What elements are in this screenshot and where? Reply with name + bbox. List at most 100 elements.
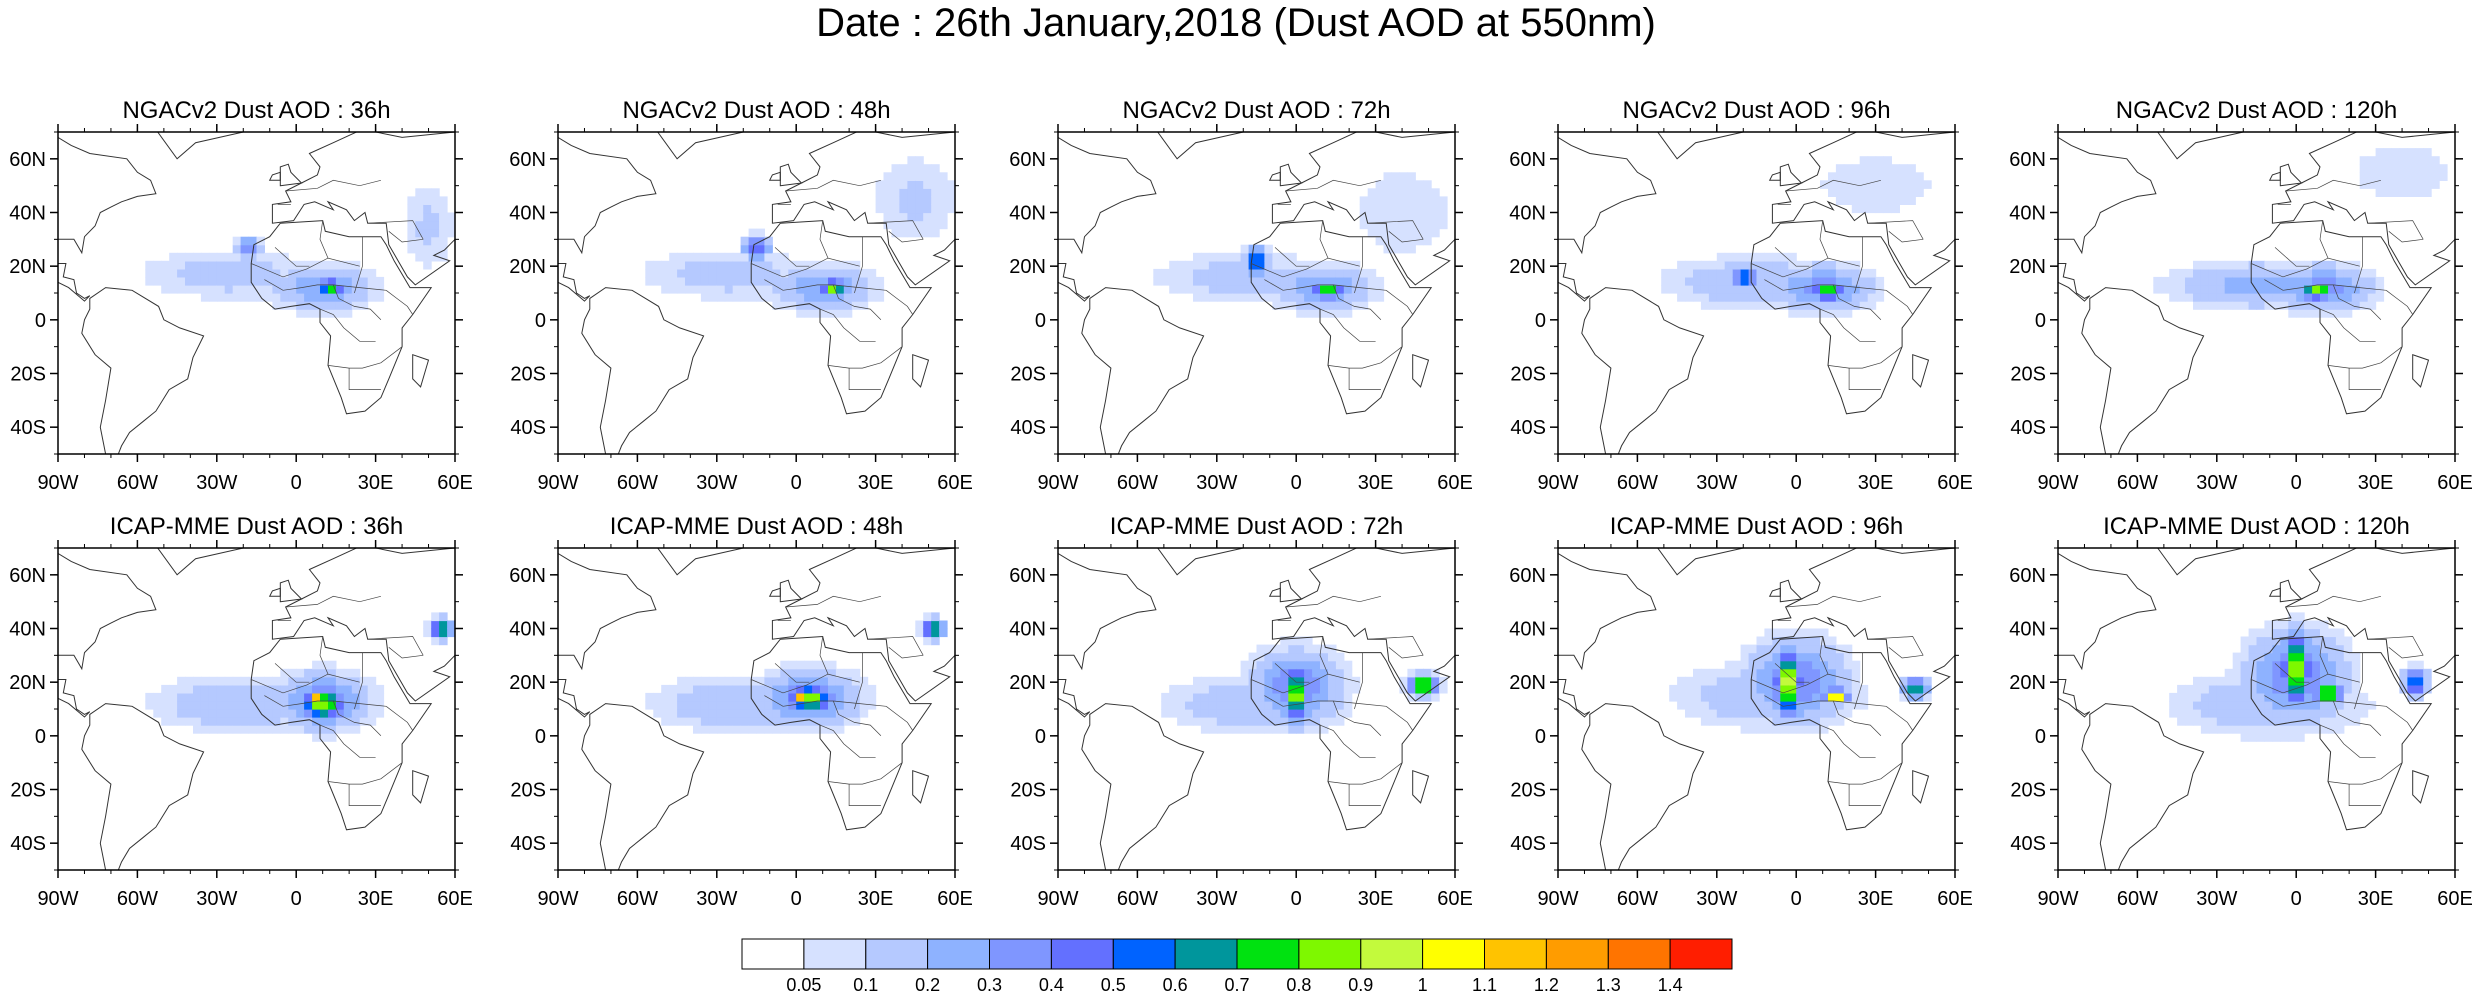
aod-cell: [899, 172, 908, 181]
aod-cell: [312, 701, 321, 710]
aod-cell: [216, 268, 226, 278]
aod-cell: [2391, 148, 2400, 157]
aod-cell: [2423, 188, 2432, 197]
aod-cell: [2335, 644, 2345, 654]
country-border: [774, 247, 810, 267]
aod-cell: [240, 684, 250, 694]
aod-cell: [1740, 276, 1750, 286]
aod-cell: [1716, 668, 1726, 678]
aod-cell: [708, 293, 718, 302]
aod-cell: [2177, 276, 2186, 286]
aod-cell: [2256, 268, 2265, 278]
coastline-north-america: [1058, 552, 1157, 671]
country-border: [2385, 290, 2413, 315]
aod-cell: [1335, 276, 1345, 286]
aod-cell: [328, 717, 337, 726]
aod-cell: [2216, 284, 2226, 294]
aod-cell: [843, 309, 853, 318]
aod-cell: [748, 252, 758, 262]
aod-cell: [2296, 276, 2305, 286]
aod-cell: [740, 717, 750, 726]
aod-cell: [732, 709, 742, 718]
aod-cell: [1304, 268, 1313, 278]
country-border: [819, 308, 876, 342]
aod-cell: [2312, 676, 2321, 686]
aod-cell: [264, 252, 273, 262]
aod-cell: [2288, 717, 2297, 726]
aod-cell: [1867, 293, 1877, 302]
aod-cell: [1764, 709, 1773, 718]
aod-cell: [740, 725, 750, 734]
aod-cell: [693, 701, 702, 710]
aod-cell: [2328, 701, 2337, 710]
y-tick-label: 60N: [509, 149, 546, 171]
aod-cell: [828, 717, 837, 726]
aod-cell: [1891, 164, 1900, 173]
aod-cell: [2343, 293, 2353, 302]
aod-cell: [335, 709, 345, 718]
aod-cell: [256, 268, 265, 278]
aod-cell: [764, 676, 773, 686]
aod-cell: [1677, 692, 1686, 702]
aod-cell: [1780, 268, 1789, 278]
aod-cell: [1272, 652, 1281, 662]
aod-cell: [2248, 293, 2258, 302]
aod-cell: [1256, 660, 1265, 670]
aod-cell: [1264, 684, 1273, 694]
aod-cell: [2383, 148, 2392, 157]
x-tick-label: 90W: [37, 888, 78, 910]
aod-cell: [891, 220, 900, 230]
aod-cell: [1296, 701, 1305, 710]
aod-cell: [1335, 684, 1345, 694]
aod-cell: [1328, 284, 1337, 294]
aod-cell: [320, 276, 329, 286]
aod-cell: [931, 220, 940, 230]
aod-cell: [1304, 301, 1313, 310]
aod-cell: [1788, 276, 1797, 286]
aod-cell: [1732, 692, 1742, 702]
aod-cell: [2335, 725, 2345, 734]
aod-cell: [708, 725, 718, 734]
aod-cell: [661, 709, 670, 718]
aod-cell: [2343, 636, 2353, 646]
aod-cell: [343, 684, 353, 694]
aod-cell: [1256, 684, 1265, 694]
aod-cell: [1320, 668, 1329, 678]
aod-cell: [2423, 164, 2432, 173]
aod-cell: [2375, 156, 2385, 165]
aod-cell: [375, 692, 385, 702]
coastline-africa: [250, 635, 433, 831]
aod-cell: [700, 252, 710, 262]
aod-cell: [2312, 309, 2321, 318]
aod-cell: [2208, 717, 2218, 726]
aod-cell: [859, 293, 869, 302]
aod-cell: [1383, 180, 1392, 189]
aod-cell: [2312, 620, 2321, 630]
x-tick-label: 60W: [2117, 472, 2158, 494]
aod-cell: [1716, 276, 1726, 286]
y-tick-label: 20S: [1510, 364, 1546, 386]
aod-cell: [756, 284, 765, 294]
aod-cell: [280, 701, 289, 710]
aod-cell: [431, 196, 440, 205]
aod-cell: [1843, 668, 1853, 678]
aod-cell: [1383, 172, 1392, 181]
aod-cell: [264, 676, 273, 686]
aod-cell: [2304, 660, 2313, 670]
aod-cell: [851, 293, 861, 302]
x-tick-label: 30W: [196, 888, 237, 910]
aod-cell: [1740, 293, 1750, 302]
aod-cell: [788, 268, 797, 278]
aod-cell: [780, 701, 789, 710]
aod-cell: [2256, 301, 2265, 310]
aod-cell: [177, 260, 186, 270]
country-border: [764, 695, 887, 707]
aod-cell: [1685, 268, 1694, 278]
coastline-greenland: [2136, 132, 2244, 160]
aod-cell: [1208, 252, 1218, 262]
aod-cell: [2248, 268, 2258, 278]
aod-cell: [2256, 717, 2265, 726]
aod-cell: [288, 268, 297, 278]
aod-cell: [1320, 644, 1329, 654]
aod-cell: [2288, 620, 2297, 630]
